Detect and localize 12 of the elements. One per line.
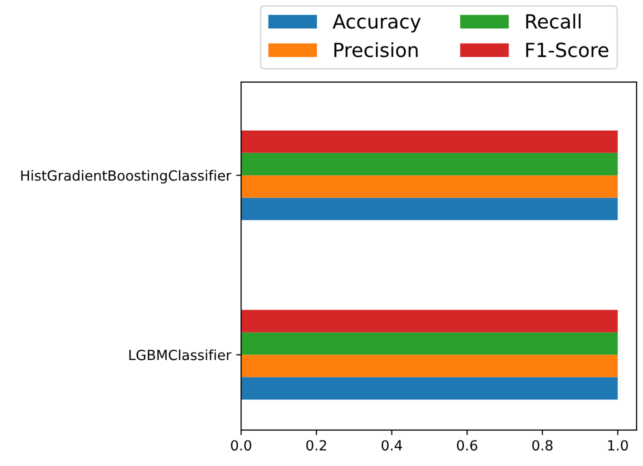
x-tick-label: 0.0 [230,440,252,451]
y-tick-label: HistGradientBoostingClassifier [21,170,232,184]
x-tick-label: 1.0 [608,440,628,451]
legend-label: Precision [334,42,418,58]
legend-label: F1-Score [526,42,608,58]
x-tick-label: 0.8 [532,440,553,451]
x-tick-label: 0.2 [306,440,326,451]
x-tick-label: 0.4 [382,440,402,451]
y-tick-label: LGBMClassifier [129,349,232,360]
x-tick-label: 0.6 [456,440,478,451]
legend-label: Recall [526,14,581,29]
legend-label: Accuracy [332,14,421,32]
